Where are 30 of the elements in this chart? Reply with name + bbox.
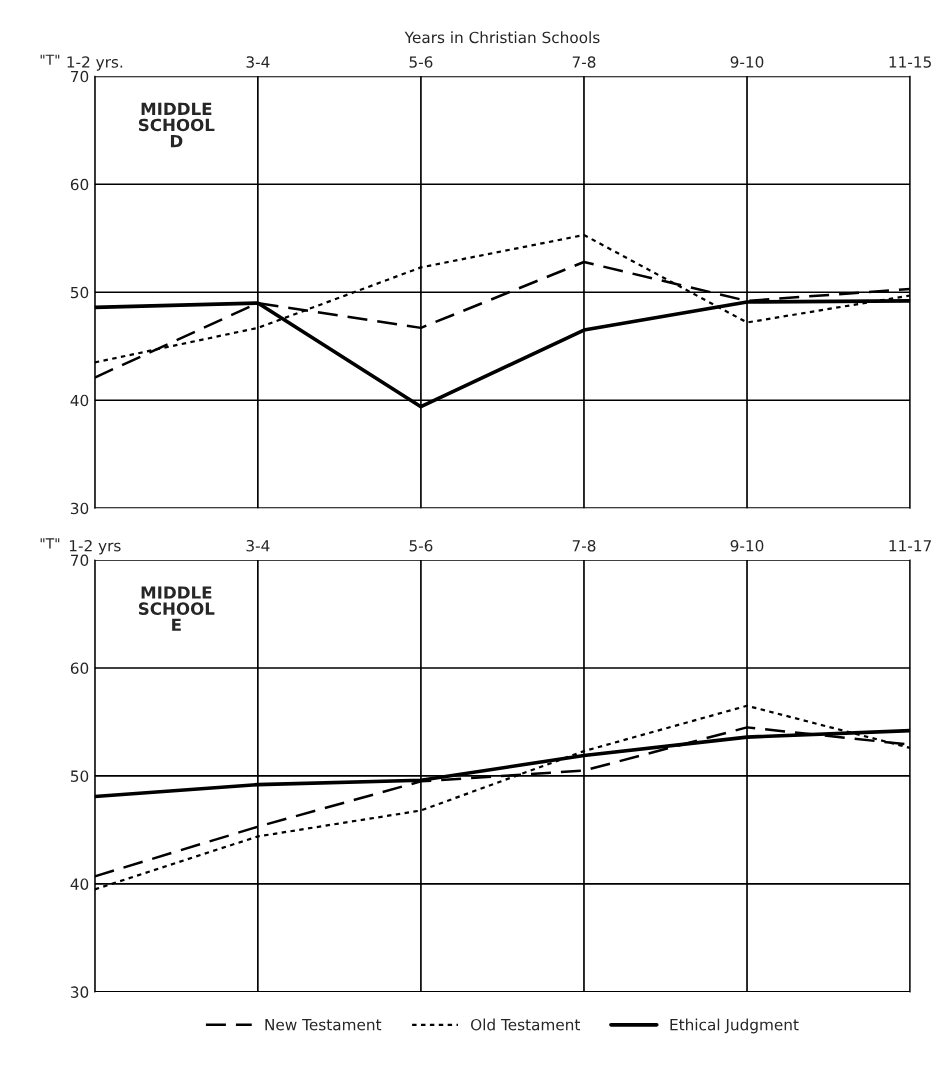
y-axis-title: "T" bbox=[40, 538, 60, 549]
legend-label: Ethical Judgment bbox=[670, 1018, 799, 1034]
x-tick-label: 7-8 bbox=[572, 539, 596, 552]
x-tick-label: 5-6 bbox=[409, 56, 433, 68]
y-tick-label: 40 bbox=[70, 394, 89, 407]
legend-label: New Testament bbox=[265, 1019, 382, 1031]
y-tick-label: 60 bbox=[70, 178, 89, 191]
x-tick-label: 11-15 bbox=[889, 56, 931, 68]
y-tick-label: 30 bbox=[70, 502, 89, 515]
y-tick-label: 70 bbox=[71, 554, 89, 567]
x-tick-label: 5-6 bbox=[409, 539, 433, 552]
y-tick-label: 60 bbox=[70, 662, 89, 675]
y-tick-label: 40 bbox=[70, 878, 89, 890]
annotation: MIDDLE SCHOOL D bbox=[138, 102, 215, 148]
x-tick-label: 9-10 bbox=[730, 56, 764, 68]
y-tick-label: 50 bbox=[70, 770, 89, 782]
legend-label: Old Testament bbox=[471, 1018, 581, 1031]
x-tick-label: 7-8 bbox=[572, 56, 596, 68]
y-tick-label: 30 bbox=[70, 986, 89, 998]
x-tick-label: 11-17 bbox=[889, 540, 931, 552]
y-tick-label: 50 bbox=[70, 286, 89, 299]
y-tick-label: 70 bbox=[71, 70, 89, 83]
x-tick-label: 9-10 bbox=[730, 539, 764, 552]
x-tick-label: 3-4 bbox=[246, 56, 270, 68]
y-axis-title: "T" bbox=[40, 54, 60, 65]
x-tick-label: 1-2 yrs. bbox=[67, 56, 123, 71]
x-tick-label: 1-2 yrs bbox=[69, 539, 121, 555]
x-tick-label: 3-4 bbox=[246, 539, 270, 552]
annotation: MIDDLE SCHOOL E bbox=[138, 586, 215, 631]
chart-title: Years in Christian Schools bbox=[404, 31, 600, 44]
